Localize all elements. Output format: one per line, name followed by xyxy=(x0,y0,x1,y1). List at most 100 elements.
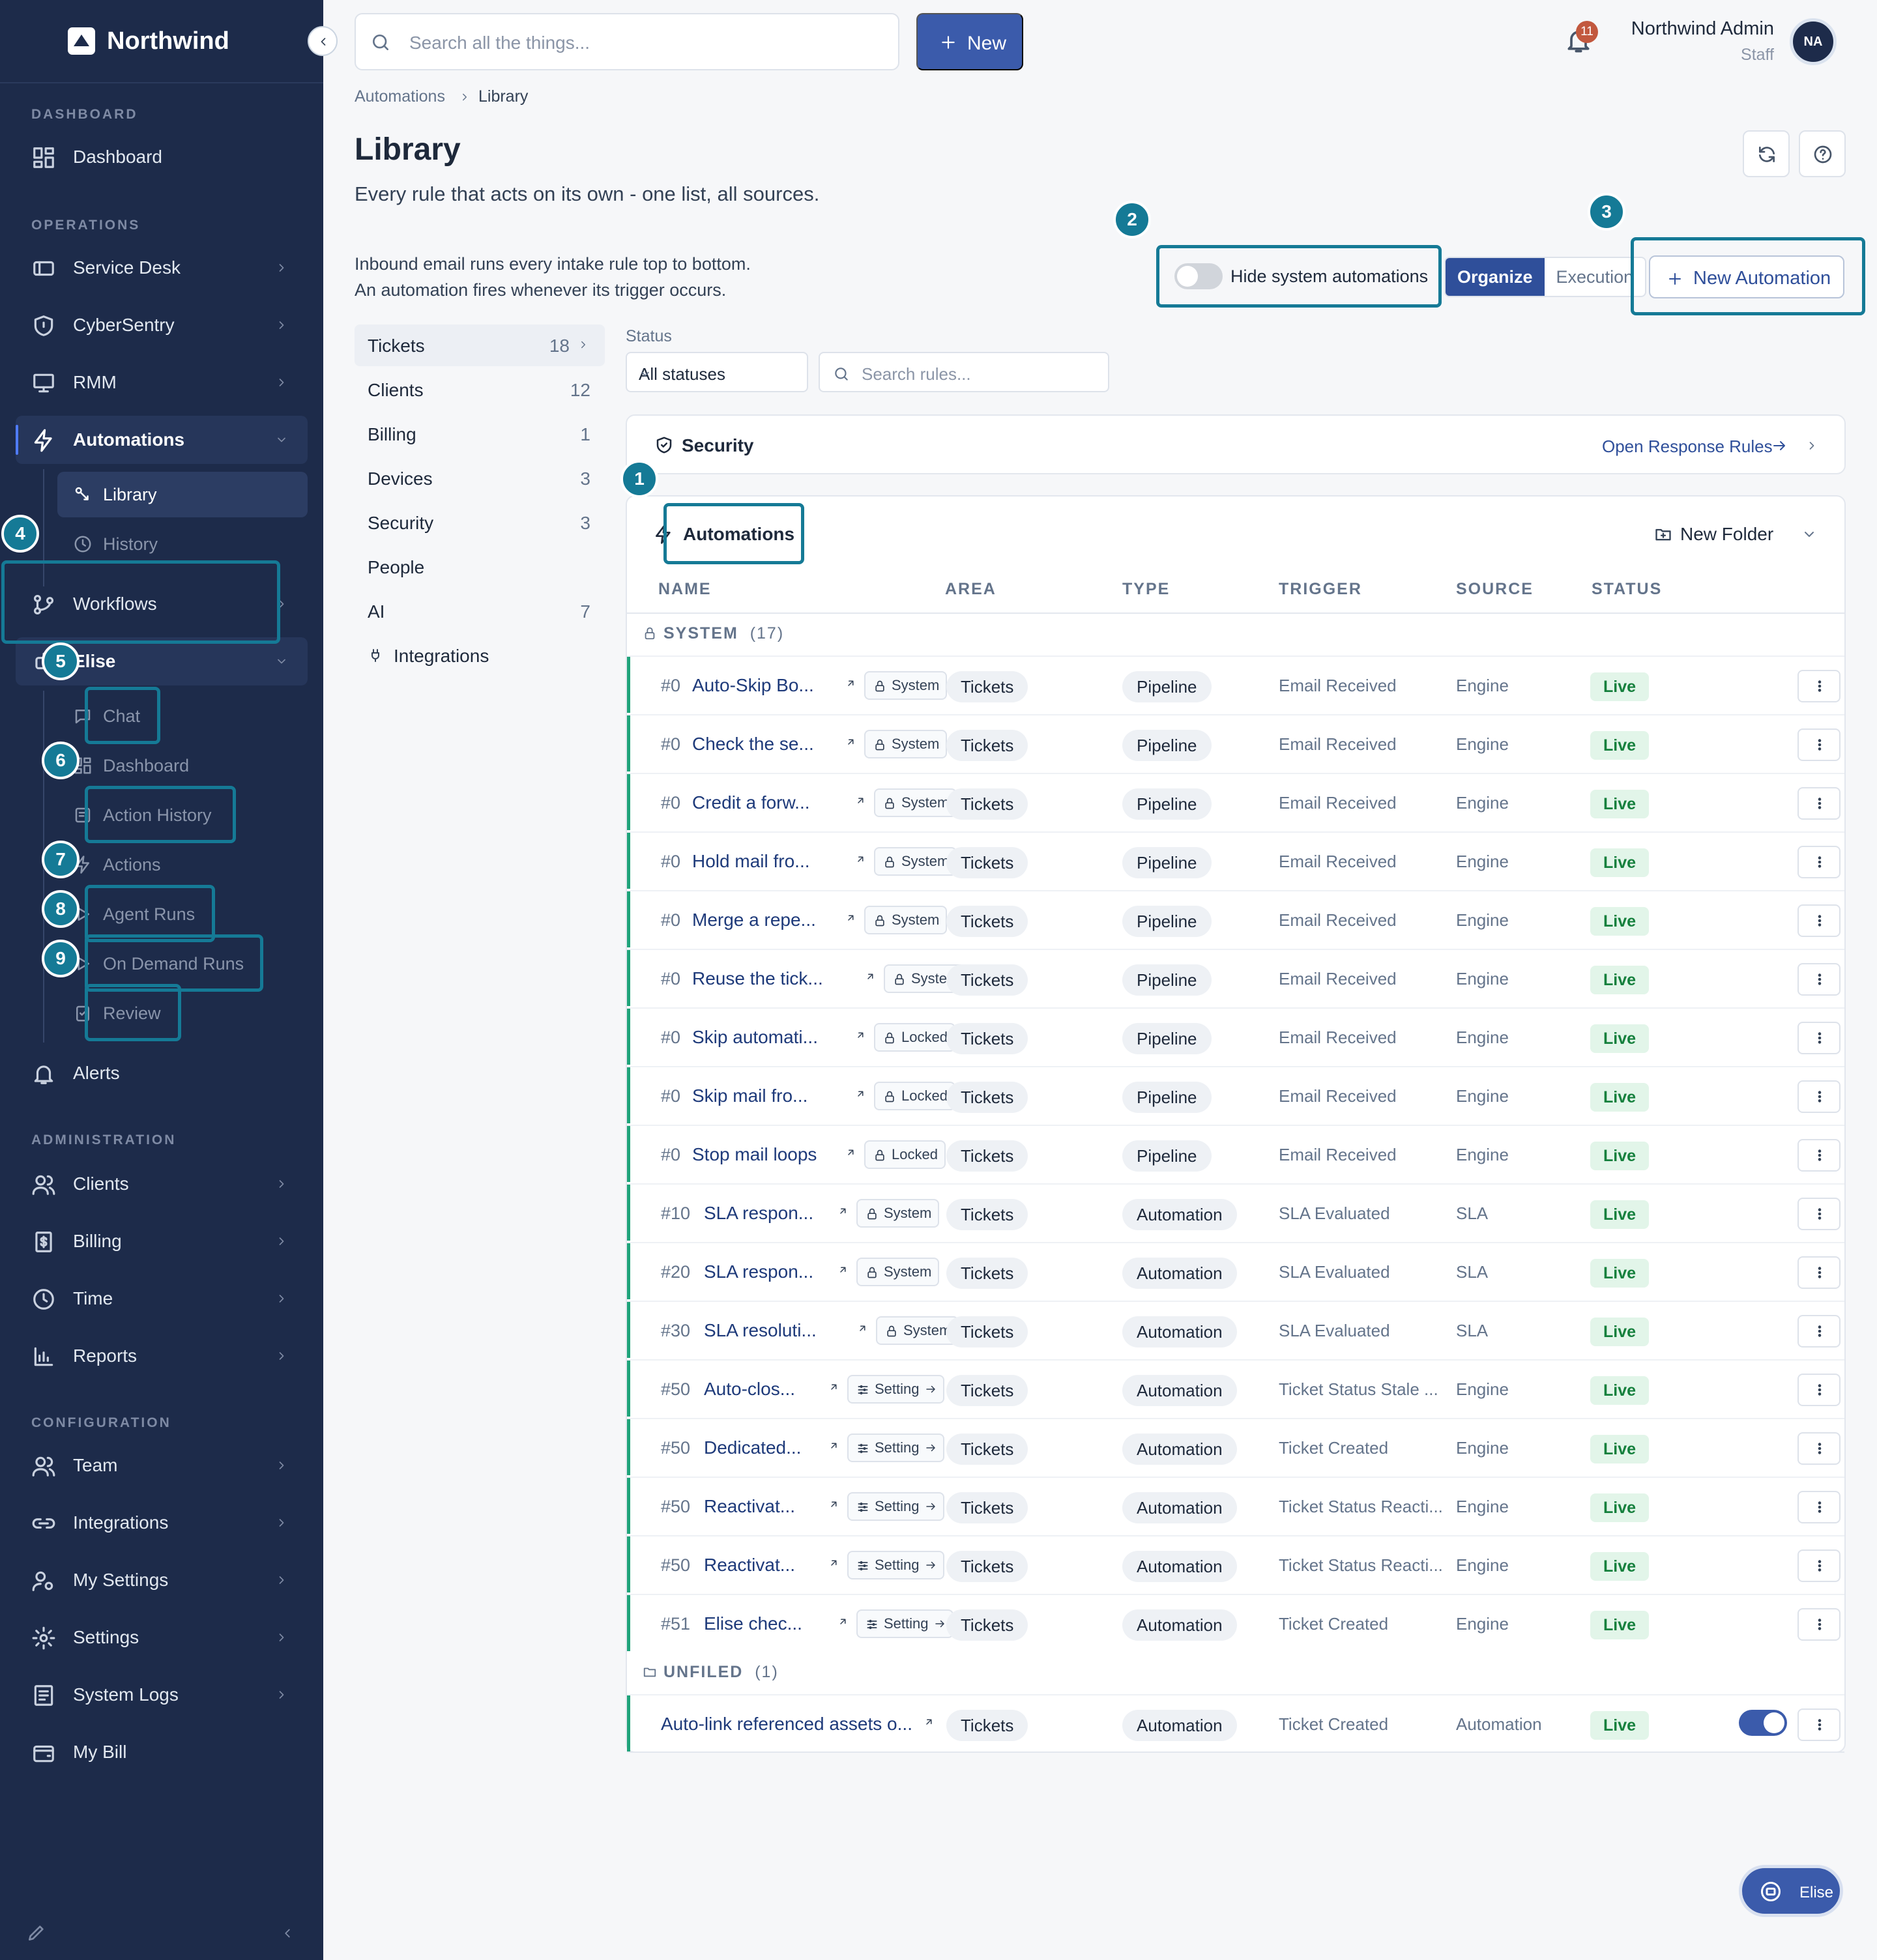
sidebar-subitem-library[interactable]: Library xyxy=(57,472,308,517)
rule-name-link[interactable]: Dedicated... xyxy=(704,1437,802,1458)
enable-toggle[interactable] xyxy=(1739,1710,1787,1736)
setting-tag[interactable]: Setting xyxy=(856,1609,953,1638)
row-menu-button[interactable] xyxy=(1797,1374,1841,1406)
table-row[interactable]: #0 Credit a forw... System Tickets Pipeline E… xyxy=(627,773,1844,830)
category-item-security[interactable]: Security 3 xyxy=(355,502,605,543)
chevron-down-icon[interactable] xyxy=(1801,526,1817,542)
category-item-clients[interactable]: Clients 12 xyxy=(355,369,605,411)
category-item-tickets[interactable]: Tickets 18 xyxy=(355,324,605,366)
rules-search-input[interactable]: Search rules... xyxy=(819,352,1109,392)
rule-name-link[interactable]: Elise chec... xyxy=(704,1613,802,1634)
external-link-icon[interactable] xyxy=(837,1205,849,1217)
column-header-area[interactable]: AREA xyxy=(945,580,997,598)
sidebar-subitem-review[interactable]: Review xyxy=(57,990,308,1036)
row-menu-button[interactable] xyxy=(1797,1256,1841,1289)
setting-tag[interactable]: Setting xyxy=(847,1434,944,1462)
category-item-billing[interactable]: Billing 1 xyxy=(355,413,605,455)
rule-name-link[interactable]: Reuse the tick... xyxy=(692,968,823,988)
row-menu-button[interactable] xyxy=(1797,1708,1841,1741)
toggle-switch[interactable] xyxy=(1174,263,1223,289)
sidebar-subitem-on-demand-runs[interactable]: On Demand Runs xyxy=(57,941,308,987)
sidebar-item-my-settings[interactable]: My Settings xyxy=(16,1556,308,1604)
column-header-trigger[interactable]: TRIGGER xyxy=(1279,580,1362,598)
table-row[interactable]: #0 Reuse the tick... System Tickets Pipeline… xyxy=(627,949,1844,1006)
external-link-icon[interactable] xyxy=(845,912,856,924)
open-response-rules-link[interactable]: Open Response Rules xyxy=(1602,437,1773,456)
external-link-icon[interactable] xyxy=(837,1616,849,1628)
user-name[interactable]: Northwind Admin xyxy=(1631,18,1774,39)
rule-name-link[interactable]: Skip mail fro... xyxy=(692,1086,808,1106)
sidebar-subitem-history[interactable]: History xyxy=(57,521,308,567)
category-item-people[interactable]: People xyxy=(355,546,605,588)
table-row[interactable]: #0 Hold mail fro... System Tickets Pipeline E… xyxy=(627,831,1844,889)
table-row[interactable]: #0 Check the se... System Tickets Pipeline Em… xyxy=(627,714,1844,771)
elise-assistant-button[interactable]: Elise xyxy=(1739,1865,1843,1917)
table-row[interactable]: #10 SLA respon... System Tickets Automation S… xyxy=(627,1183,1844,1241)
external-link-icon[interactable] xyxy=(837,1264,849,1276)
rule-name-link[interactable]: Check the se... xyxy=(692,734,814,754)
sidebar-item-workflows[interactable]: Workflows xyxy=(16,580,308,628)
external-link-icon[interactable] xyxy=(854,1030,866,1041)
external-link-icon[interactable] xyxy=(828,1499,839,1510)
table-row[interactable]: #50 Reactivat... Setting Tickets Automation T… xyxy=(627,1535,1844,1592)
edit-icon[interactable] xyxy=(26,1922,47,1943)
row-menu-button[interactable] xyxy=(1797,846,1841,878)
table-row[interactable]: #50 Dedicated... Setting Tickets Automation T… xyxy=(627,1418,1844,1475)
rule-name-link[interactable]: Auto-link referenced assets o... xyxy=(661,1714,912,1734)
external-link-icon[interactable] xyxy=(828,1557,839,1569)
group-header-unfiled[interactable]: UNFILED (1) xyxy=(643,1663,779,1682)
external-link-icon[interactable] xyxy=(828,1381,839,1393)
sidebar-item-time[interactable]: Time xyxy=(16,1275,308,1323)
sidebar-subitem-chat[interactable]: Chat xyxy=(57,693,308,739)
rule-name-link[interactable]: Stop mail loops xyxy=(692,1144,817,1164)
row-menu-button[interactable] xyxy=(1797,1432,1841,1465)
row-menu-button[interactable] xyxy=(1797,1139,1841,1172)
sidebar-item-billing[interactable]: Billing xyxy=(16,1217,308,1265)
column-header-status[interactable]: STATUS xyxy=(1592,580,1663,598)
sidebar-item-my-bill[interactable]: My Bill xyxy=(16,1728,308,1776)
external-link-icon[interactable] xyxy=(923,1716,935,1728)
chevron-right-icon[interactable] xyxy=(1805,439,1818,452)
table-row[interactable]: #0 Merge a repe... System Tickets Pipeline Em… xyxy=(627,890,1844,947)
group-header-system[interactable]: SYSTEM (17) xyxy=(643,624,784,643)
rule-name-link[interactable]: Skip automati... xyxy=(692,1027,818,1047)
category-item-integrations[interactable]: Integrations xyxy=(355,635,605,676)
segment-organize[interactable]: Organize xyxy=(1446,258,1545,296)
external-link-icon[interactable] xyxy=(856,1323,868,1334)
sidebar-item-rmm[interactable]: RMM xyxy=(16,358,308,407)
table-row[interactable]: #20 SLA respon... System Tickets Automation S… xyxy=(627,1242,1844,1299)
sidebar-item-automations[interactable]: Automations xyxy=(16,416,308,464)
table-row[interactable]: #30 SLA resoluti... System Tickets Automatio… xyxy=(627,1301,1844,1358)
row-menu-button[interactable] xyxy=(1797,1315,1841,1348)
setting-tag[interactable]: Setting xyxy=(847,1375,944,1404)
hide-system-toggle[interactable]: Hide system automations xyxy=(1164,250,1438,302)
avatar[interactable]: NA xyxy=(1790,18,1837,65)
table-row[interactable]: #51 Elise chec... Setting Tickets Automation… xyxy=(627,1594,1844,1651)
table-row[interactable]: #0 Stop mail loops Locked Tickets Pipeline Em… xyxy=(627,1125,1844,1182)
sidebar-item-cybersentry[interactable]: CyberSentry xyxy=(16,301,308,349)
row-menu-button[interactable] xyxy=(1797,1080,1841,1113)
sidebar-item-team[interactable]: Team xyxy=(16,1441,308,1490)
rule-name-link[interactable]: SLA resoluti... xyxy=(704,1320,817,1340)
external-link-icon[interactable] xyxy=(845,1147,856,1159)
sidebar-item-dashboard[interactable]: Dashboard xyxy=(16,133,308,181)
table-row[interactable]: #50 Reactivat... Setting Tickets Automation T… xyxy=(627,1477,1844,1534)
row-menu-button[interactable] xyxy=(1797,963,1841,996)
setting-tag[interactable]: Setting xyxy=(847,1551,944,1579)
status-select[interactable]: All statuses xyxy=(626,352,808,392)
column-header-source[interactable]: SOURCE xyxy=(1456,580,1534,598)
external-link-icon[interactable] xyxy=(854,854,866,865)
table-row[interactable]: #0 Skip automati... Locked Tickets Pipeline E… xyxy=(627,1007,1844,1065)
external-link-icon[interactable] xyxy=(845,678,856,689)
rule-name-link[interactable]: SLA respon... xyxy=(704,1203,814,1223)
row-menu-button[interactable] xyxy=(1797,1608,1841,1641)
column-header-type[interactable]: TYPE xyxy=(1122,580,1171,598)
rule-name-link[interactable]: Reactivat... xyxy=(704,1555,796,1575)
rule-name-link[interactable]: Merge a repe... xyxy=(692,910,816,930)
rule-name-link[interactable]: Credit a forw... xyxy=(692,792,810,813)
external-link-icon[interactable] xyxy=(854,1088,866,1100)
row-menu-button[interactable] xyxy=(1797,1491,1841,1523)
sidebar-subitem-agent-runs[interactable]: Agent Runs xyxy=(57,891,308,937)
row-menu-button[interactable] xyxy=(1797,1198,1841,1230)
sidebar-item-service-desk[interactable]: Service Desk xyxy=(16,244,308,292)
